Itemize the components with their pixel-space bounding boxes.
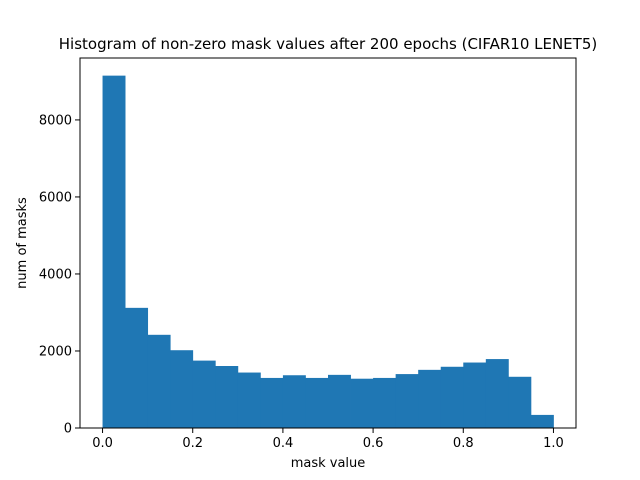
histogram-bar: [282, 375, 306, 428]
x-tick-label: 0.4: [273, 436, 294, 451]
histogram-bar: [440, 366, 464, 428]
histogram-bar: [463, 362, 487, 428]
histogram-bar: [125, 307, 149, 428]
y-tick-label: 4000: [39, 267, 72, 282]
histogram-bar: [350, 378, 374, 428]
y-tick-label: 8000: [39, 113, 72, 128]
y-tick-label: 6000: [39, 190, 72, 205]
y-axis-ticks: 0 2000 4000 6000 8000: [39, 113, 80, 437]
chart-title: Histogram of non-zero mask values after …: [59, 35, 597, 53]
histogram-bar: [170, 350, 194, 428]
x-tick-label: 0.0: [92, 436, 113, 451]
y-tick-label: 2000: [39, 344, 72, 359]
histogram-bar: [147, 334, 171, 428]
x-tick-label: 0.2: [182, 436, 203, 451]
y-axis-label: num of masks: [15, 197, 30, 289]
histogram-bar: [237, 372, 261, 428]
histogram-bar: [485, 359, 509, 428]
bars-group: [102, 75, 554, 428]
axes-frame: [79, 57, 577, 429]
histogram-bar: [328, 374, 351, 428]
histogram-bar: [215, 365, 239, 428]
x-tick-label: 1.0: [543, 436, 564, 451]
y-tick-label: 0: [64, 422, 72, 437]
histogram-bar: [508, 376, 532, 428]
x-tick-label: 0.8: [453, 436, 474, 451]
x-tick-label: 0.6: [363, 436, 384, 451]
histogram-bar: [530, 414, 554, 428]
histogram-bar: [102, 75, 126, 428]
x-axis-ticks: 0.0 0.2 0.4 0.6 0.8 1.0: [92, 428, 564, 451]
histogram-bar: [192, 360, 216, 428]
histogram-bar: [260, 377, 284, 428]
histogram-bar: [305, 377, 329, 428]
histogram-bar: [395, 374, 419, 428]
histogram-bar: [373, 377, 397, 428]
histogram-bar: [418, 369, 442, 428]
x-axis-label: mask value: [291, 456, 366, 471]
